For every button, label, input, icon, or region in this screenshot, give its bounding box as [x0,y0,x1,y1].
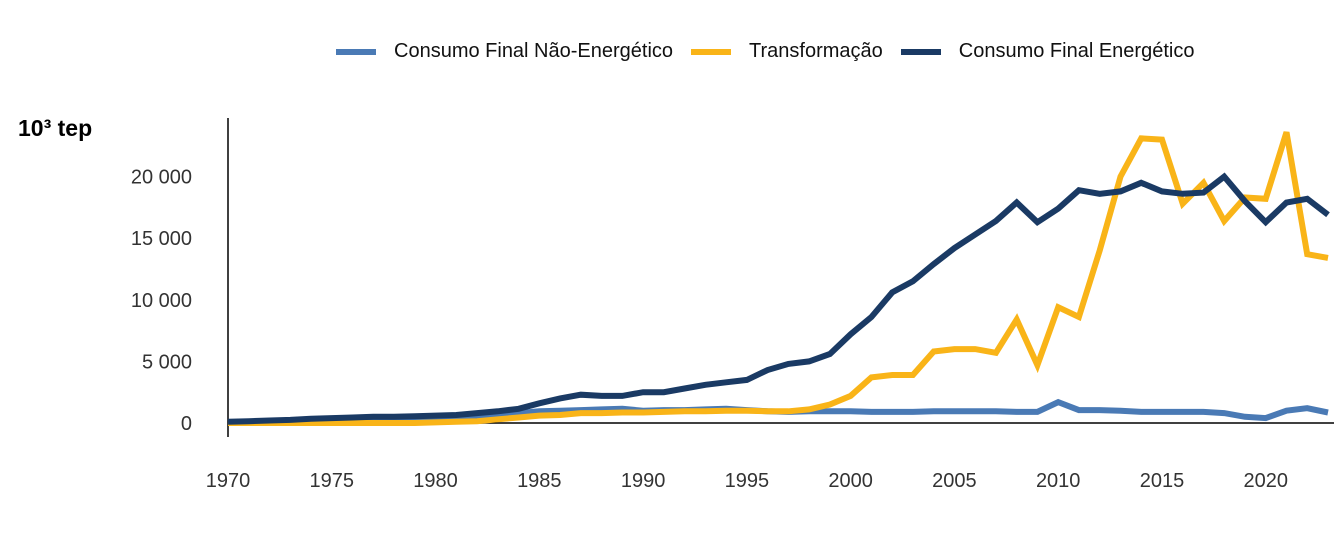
x-tick-label: 1970 [206,470,251,492]
legend-label-series-3: Consumo Final Energético [958,40,1195,62]
x-tick-label: 2015 [1140,470,1185,492]
x-tick-label: 2020 [1243,470,1288,492]
chart-legend: Consumo Final Não-Energético Transformaç… [336,40,1212,63]
y-tick-label: 5 000 [142,351,192,373]
x-tick-label: 1990 [621,470,666,492]
y-tick-label: 0 [181,413,192,435]
legend-item-series-3: Consumo Final Energético [900,40,1195,63]
legend-label-series-2: Transformação [749,40,883,62]
legend-swatch-series-1 [336,48,376,55]
y-tick-label: 20 000 [131,167,192,189]
legend-item-series-1: Consumo Final Não-Energético [336,40,673,63]
y-tick-label: 15 000 [131,228,192,250]
chart-tick-labels: 0 5 000 10 000 15 000 20 000 1970 1975 1980 1985… [131,167,1288,492]
legend-swatch-series-3 [900,48,941,55]
y-axis-unit-label: 10³ tep [18,115,93,141]
x-tick-label: 1985 [517,470,562,492]
legend-swatch-series-2 [691,48,732,55]
x-tick-label: 2005 [932,470,977,492]
legend-item-series-2: Transformação [691,40,883,63]
y-tick-label: 10 000 [131,290,192,312]
series-line-3 [227,172,1330,425]
legend-label-series-1: Consumo Final Não-Energético [394,40,674,62]
x-tick-label: 1980 [413,470,458,492]
chart-series-layer [227,131,1330,426]
x-tick-label: 1975 [310,470,355,492]
series-line-2 [228,131,1329,426]
x-tick-label: 1995 [725,470,770,492]
x-tick-label: 2000 [828,470,873,492]
x-tick-label: 2010 [1036,470,1081,492]
